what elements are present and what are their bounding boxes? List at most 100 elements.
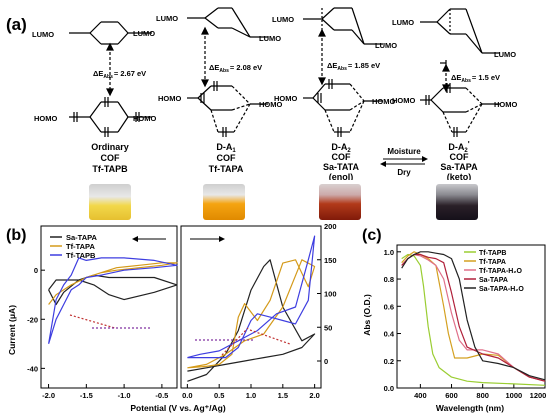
lumo-label-5: LUMO: [272, 15, 294, 24]
svg-text:D-A1: D-A1: [216, 142, 236, 154]
c-xtick-label: 400: [414, 391, 427, 400]
onset-tangents: [69, 314, 291, 356]
svg-text:Tf-TAPA: Tf-TAPA: [209, 164, 244, 174]
c-ytick-label: 0.4: [384, 330, 395, 339]
b-right-xtick-label: 2.0: [309, 391, 319, 400]
b-left-series-tf-tapb: [48, 257, 178, 344]
homo-label-8: HOMO: [494, 100, 517, 109]
homo-label-2: HOMO: [133, 114, 156, 123]
svg-text:D-A2: D-A2: [331, 142, 351, 154]
c-series-sa-tapa: [401, 253, 546, 382]
svg-text:Tf-TAPB: Tf-TAPB: [92, 164, 128, 174]
b-left-xtick-label: -0.5: [155, 391, 168, 400]
lumo-label-1: LUMO: [32, 30, 54, 39]
b-left-frame: [40, 225, 178, 389]
column-ordinary: [69, 21, 152, 133]
b-left-ytick-label: -20: [27, 315, 38, 324]
svg-text:D-A2': D-A2': [448, 140, 469, 154]
b-right-frame: [180, 225, 322, 389]
c-frame: [396, 244, 546, 389]
absorption-chart: (c) Abs (O.D.) Wavelength (nm) 1.0 0.8 0.6…: [362, 227, 547, 413]
svg-text:Sa-TATA: Sa-TATA: [323, 162, 359, 172]
column-names: Ordinary COF Tf-TAPB D-A1 COF Tf-TAPA D-…: [91, 140, 478, 180]
b-xlabel: Potential (V vs. Ag⁺/Ag): [130, 403, 225, 413]
dry-label: Dry: [397, 168, 411, 177]
svg-text:Sa-TAPA: Sa-TAPA: [440, 162, 478, 172]
lumo-label-2: LUMO: [133, 29, 155, 38]
b-right-xtick-label: 1.0: [246, 391, 256, 400]
svg-text:COF: COF: [101, 153, 121, 163]
c-ylabel: Abs (O.D.): [362, 294, 372, 336]
gap-label-4: ΔEAbs= 1.5 eV: [451, 73, 500, 84]
c-xtick-label: 1200: [530, 391, 547, 400]
b-left-ytick-label: 0: [34, 266, 38, 275]
homo-label-5: HOMO: [274, 94, 297, 103]
c-legend-label: Tf-TAPA-H₂O: [479, 268, 522, 275]
lumo-label-6: LUMO: [375, 41, 397, 50]
b-left-series-tf-tapa: [48, 262, 178, 305]
moisture-label: Moisture: [387, 147, 421, 156]
lumo-label-8: LUMO: [494, 50, 516, 59]
homo-label-7: HOMO: [392, 96, 415, 105]
c-legend-label: Tf-TAPB: [479, 250, 506, 257]
lumo-label-7: LUMO: [392, 18, 414, 27]
gap-label-2: ΔEAbs= 2.08 eV: [209, 63, 262, 74]
lumo-label-4: LUMO: [259, 34, 281, 43]
c-ytick-label: 0.6: [384, 302, 394, 311]
b-legend: Sa-TAPA Tf-TAPA Tf-TAPB: [50, 233, 98, 260]
c-series-sa-tapa-h-o: [401, 251, 546, 381]
b-right-series-tf-tapb: [187, 235, 316, 359]
svg-text:Ordinary: Ordinary: [91, 142, 129, 152]
svg-text:(enol): (enol): [329, 172, 354, 180]
c-xtick-label: 800: [476, 391, 489, 400]
vial-photo-tf-tapb: [89, 184, 131, 220]
c-series-tf-tapb: [401, 253, 546, 386]
c-legend: Tf-TAPB Tf-TAPA Tf-TAPA-H₂O Sa-TAPA Sa-TAPA-…: [464, 250, 524, 293]
panel-a-label: (a): [6, 15, 27, 34]
svg-text:Sa-TAPA: Sa-TAPA: [66, 233, 98, 242]
vial-photo-sa-tata: [319, 184, 361, 220]
panel-b-label: (b): [6, 227, 26, 244]
homo-label-3: HOMO: [158, 94, 181, 103]
svg-text:Tf-TAPA: Tf-TAPA: [66, 242, 95, 251]
c-series-tf-tapa: [401, 251, 546, 382]
energy-level-diagram: (a) LUMO LUMO HOMO HOMO ΔEAbs= 2.67 eV: [6, 7, 517, 180]
b-right-xtick-label: 0.5: [214, 391, 224, 400]
moisture-dry-arrows: Moisture Dry: [380, 147, 428, 177]
c-ytick-label: 1.0: [384, 248, 394, 257]
gap-label-3: ΔEAbs= 1.85 eV: [327, 61, 380, 72]
b-right-ytick-label: 50: [324, 323, 332, 332]
b-left-xtick-label: -1.5: [80, 391, 93, 400]
b-left-ytick-label: -40: [27, 364, 38, 373]
c-xlabel: Wavelength (nm): [436, 403, 504, 413]
scan-direction-arrows: [132, 236, 225, 242]
homo-label-4: HOMO: [259, 100, 282, 109]
c-xtick-label: 600: [445, 391, 458, 400]
b-right-ytick-label: 0: [324, 357, 328, 366]
cv-chart: (b) Current (μA) Potential (V vs. Ag⁺/Ag…: [6, 222, 337, 413]
c-legend-label: Sa-TAPA: [479, 277, 508, 284]
column-da2-prime: [420, 8, 500, 133]
b-left-xtick-label: -2.0: [42, 391, 55, 400]
svg-text:COF: COF: [450, 152, 470, 162]
b-ylabel: Current (μA): [7, 305, 17, 355]
c-ytick-label: 0.0: [384, 384, 394, 393]
b-right-ytick-label: 200: [324, 222, 337, 231]
svg-text:COF: COF: [217, 153, 237, 163]
vial-photo-tf-tapa: [203, 184, 245, 220]
c-series-tf-tapa-h-o: [401, 253, 546, 382]
homo-label-6: HOMO: [372, 97, 395, 106]
svg-text:(keto): (keto): [447, 172, 472, 180]
b-right-ytick-label: 150: [324, 256, 337, 265]
b-right-series-tf-tapa: [187, 259, 316, 369]
svg-text:Tf-TAPB: Tf-TAPB: [66, 251, 96, 260]
c-xtick-label: 1000: [505, 391, 522, 400]
c-ytick-label: 0.8: [384, 275, 394, 284]
b-left-xtick-label: -1.0: [118, 391, 131, 400]
gap-label-1: ΔEAbs= 2.67 eV: [93, 69, 146, 80]
svg-text:COF: COF: [332, 152, 352, 162]
panel-c-label: (c): [362, 227, 382, 244]
electron-arrows: [73, 97, 140, 137]
b-right-ytick-label: 100: [324, 290, 337, 299]
